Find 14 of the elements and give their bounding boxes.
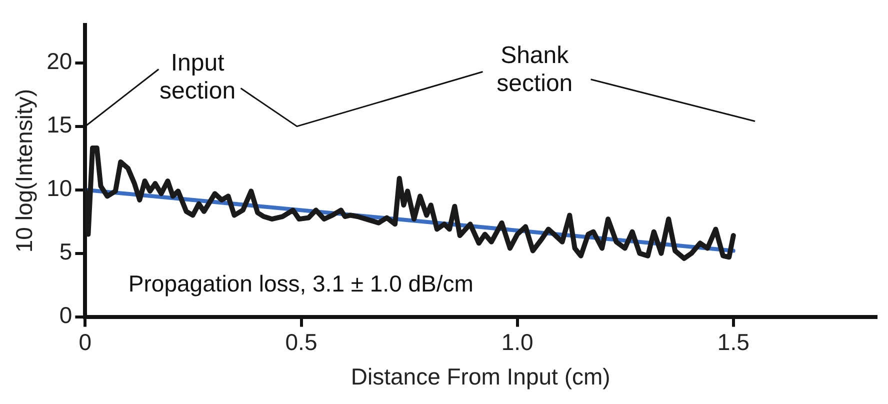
x-tick-label: 0.5 [285,328,318,355]
x-tick-label: 0 [78,328,92,355]
y-tick-label: 0 [59,302,72,328]
y-tick-label: 15 [46,112,72,138]
annotation: Input section [160,50,236,105]
y-axis-title: 10 log(Intensity) [11,88,38,253]
x-tick-label: 1.0 [501,328,534,355]
x-tick-label: 1.5 [717,328,750,355]
y-tick-label: 10 [46,175,72,202]
annotation: Shank section [496,42,573,98]
y-tick-label: 5 [59,238,72,265]
annotation: Propagation loss, 3.1 ± 1.0 dB/cm [128,270,474,296]
y-tick-label: 20 [46,48,72,74]
x-axis-title: Distance From Input (cm) [350,364,610,390]
